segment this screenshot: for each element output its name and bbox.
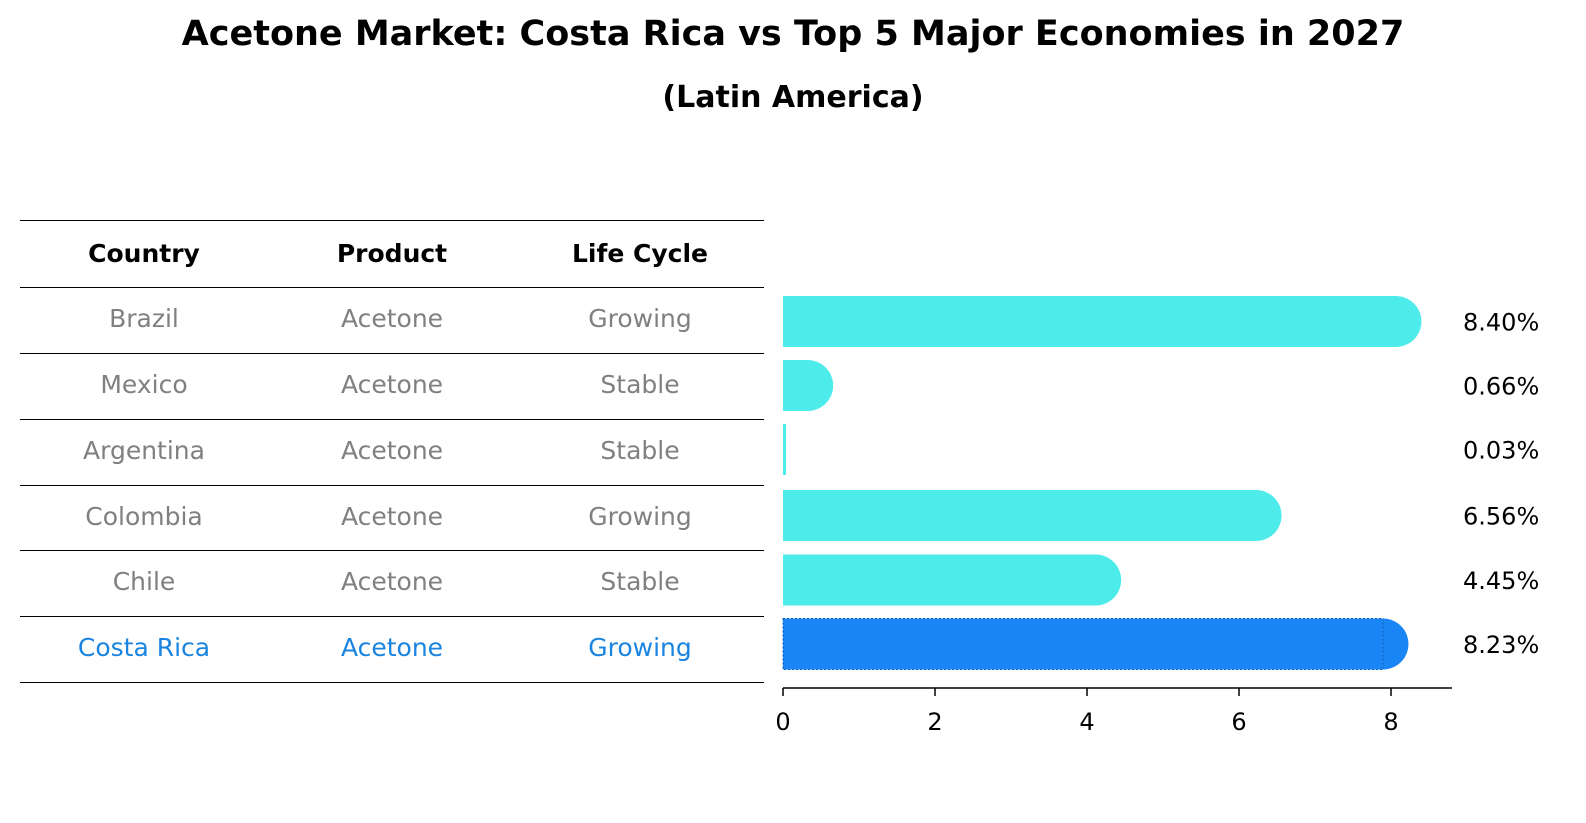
highlight-outline [782, 618, 1384, 670]
value-label: 0.66% [1463, 373, 1539, 401]
chart-subtitle: (Latin America) [662, 80, 924, 115]
value-label: 6.56% [1463, 503, 1539, 531]
cell-country: Costa Rica [77, 633, 211, 662]
cell-life-cycle: Stable [600, 567, 680, 596]
cell-country: Mexico [100, 370, 188, 399]
cell-life-cycle: Growing [588, 633, 692, 662]
header-product: Product [336, 238, 448, 268]
cell-life-cycle: Growing [588, 304, 692, 333]
table-rule [20, 419, 764, 420]
cell-country: Colombia [85, 501, 203, 531]
cell-product: Acetone [340, 567, 444, 596]
table-rule [20, 220, 764, 221]
cell-life-cycle: Stable [600, 370, 680, 399]
header-life-cycle: Life Cycle [571, 238, 709, 268]
cell-product: Acetone [340, 370, 444, 399]
table-rule [20, 616, 764, 617]
cell-product: Acetone [340, 436, 444, 465]
value-label: 8.40% [1463, 309, 1539, 337]
x-tick-label: 6 [1231, 708, 1246, 736]
chart-title: Acetone Market: Costa Rica vs Top 5 Majo… [181, 14, 1405, 54]
table-rule [20, 485, 764, 486]
x-tick-label: 0 [775, 708, 790, 736]
bar-costa-rica [783, 618, 1409, 670]
table-rule [20, 353, 764, 354]
cell-life-cycle: Growing [588, 501, 692, 531]
cell-life-cycle: Stable [600, 436, 680, 465]
bar-brazil [783, 296, 1422, 347]
bar-argentina [783, 424, 786, 475]
cell-product: Acetone [340, 501, 444, 531]
value-label: 8.23% [1463, 631, 1539, 659]
header-country: Country [88, 238, 200, 268]
value-label: 0.03% [1463, 437, 1539, 465]
cell-country: Brazil [109, 304, 179, 333]
cell-country: Chile [112, 567, 176, 596]
x-tick-label: 8 [1383, 708, 1398, 736]
cell-product: Acetone [340, 304, 444, 333]
bar-mexico [783, 360, 834, 411]
value-label: 4.45% [1463, 567, 1539, 595]
bar-chile [783, 554, 1122, 606]
x-tick-label: 4 [1079, 708, 1094, 736]
cell-product: Acetone [340, 633, 444, 662]
bar-colombia [783, 490, 1282, 541]
table-rule [20, 287, 764, 288]
table-rule [20, 682, 764, 683]
x-tick-label: 2 [927, 708, 942, 736]
table-rule [20, 550, 764, 551]
cell-country: Argentina [83, 436, 205, 465]
